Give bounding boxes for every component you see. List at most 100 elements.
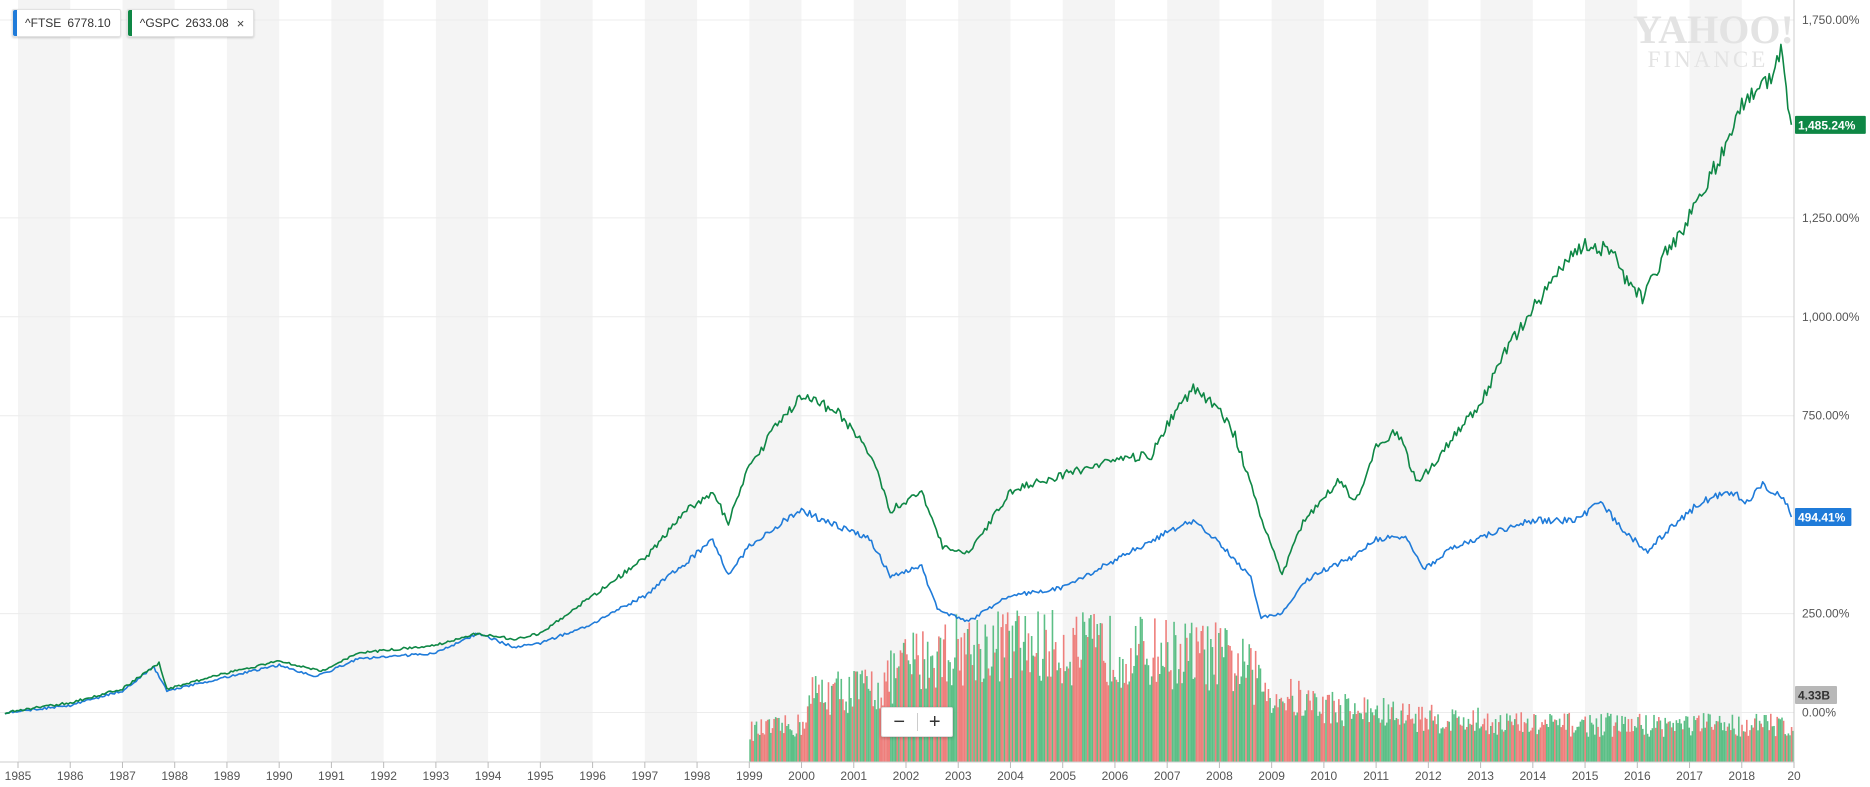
volume-bar — [1528, 731, 1531, 762]
zoom-divider — [916, 713, 918, 731]
legend-item-ftse[interactable]: ^FTSE 6778.10 — [12, 9, 121, 37]
volume-bar — [1616, 715, 1619, 762]
volume-bar — [987, 668, 990, 762]
volume-bar — [1587, 736, 1590, 762]
volume-bar — [1413, 723, 1415, 762]
volume-bar — [1115, 679, 1118, 762]
year-band — [749, 0, 802, 762]
volume-bar — [1027, 633, 1030, 762]
volume-bar — [1144, 664, 1147, 762]
volume-bar — [1733, 728, 1735, 762]
volume-bar — [1346, 699, 1348, 762]
volume-bar — [1790, 727, 1793, 762]
x-tick-label: 2003 — [945, 769, 972, 783]
volume-bar — [869, 690, 871, 762]
volume-bar — [992, 625, 995, 762]
volume-bar — [1453, 714, 1455, 762]
volume-bar — [808, 695, 811, 762]
volume-bar — [1539, 727, 1542, 762]
volume-bar — [1758, 720, 1761, 762]
volume-bar — [1595, 718, 1598, 762]
volume-bar — [1603, 731, 1606, 762]
volume-bar — [1653, 714, 1655, 762]
volume-bar — [1182, 671, 1185, 762]
volume-bar — [1152, 657, 1155, 762]
volume-bar — [1070, 685, 1073, 762]
volume-bar — [1501, 729, 1503, 762]
volume-bar — [816, 693, 819, 762]
volume-bar — [1386, 722, 1388, 762]
volume-bar — [1024, 615, 1027, 762]
volume-bar — [1166, 642, 1169, 762]
volume-bar — [1331, 691, 1334, 762]
volume-bar — [1586, 732, 1588, 762]
volume-bar — [1776, 716, 1779, 762]
watermark-line-1: YAHOO! — [1633, 7, 1794, 52]
x-tick-label: 1993 — [423, 769, 450, 783]
volume-bar — [995, 648, 998, 762]
volume-bar — [1696, 717, 1699, 762]
volume-bar — [1328, 694, 1331, 762]
volume-bar — [1563, 713, 1566, 762]
volume-bar — [1134, 625, 1137, 762]
volume-bar — [955, 614, 958, 762]
volume-bar — [763, 734, 766, 762]
volume-bar — [824, 702, 827, 762]
volume-bar — [1490, 725, 1492, 762]
volume-bar — [1778, 718, 1780, 762]
legend-item-gspc[interactable]: ^GSPC 2633.08 × — [126, 9, 255, 37]
volume-bar — [1080, 659, 1083, 762]
volume-bar — [1483, 718, 1486, 762]
volume-bar — [1494, 719, 1497, 762]
yahoo-finance-watermark: YAHOO! FINANCE — [1633, 7, 1794, 72]
volume-bar — [1635, 727, 1638, 762]
volume-bar — [1514, 719, 1516, 762]
volume-bar — [1398, 724, 1401, 762]
volume-bar — [1138, 643, 1140, 762]
volume-bar — [1458, 716, 1460, 762]
volume-bar — [789, 729, 791, 762]
volume-bar — [1094, 647, 1097, 762]
volume-bars — [749, 610, 1795, 762]
volume-bar — [1739, 736, 1742, 762]
volume-bar — [1061, 683, 1063, 762]
volume-bar — [878, 708, 881, 762]
volume-bar — [1518, 730, 1521, 762]
volume-bar — [1734, 734, 1737, 762]
close-icon[interactable]: × — [236, 15, 245, 31]
volume-bar — [1792, 730, 1795, 762]
volume-bar — [1546, 724, 1548, 762]
volume-bar — [1536, 734, 1539, 762]
volume-bar — [1565, 729, 1567, 762]
volume-bar — [1013, 651, 1015, 762]
zoom-in-button[interactable]: + — [928, 711, 941, 733]
volume-bar — [954, 657, 956, 762]
x-tick-label: 1996 — [579, 769, 606, 783]
zoom-out-button[interactable]: − — [893, 711, 906, 733]
volume-bar — [790, 730, 793, 762]
volume-bar — [1699, 731, 1702, 762]
volume-bar — [1698, 715, 1700, 762]
volume-bar — [1250, 648, 1252, 762]
volume-bar — [1320, 713, 1323, 762]
volume-bar — [1130, 648, 1132, 762]
volume-bar — [912, 632, 915, 762]
volume-bar — [822, 702, 825, 762]
volume-bar — [952, 668, 955, 762]
volume-bar — [765, 721, 767, 762]
volume-bar — [1018, 615, 1020, 762]
volume-bar — [1251, 669, 1254, 762]
volume-bar — [1621, 715, 1623, 762]
volume-bar — [813, 698, 815, 762]
volume-bar — [1272, 708, 1275, 762]
volume-bar — [1574, 730, 1577, 762]
year-band — [1167, 0, 1220, 762]
volume-bar — [1477, 707, 1479, 762]
volume-bar — [1728, 723, 1731, 762]
volume-bar — [1634, 726, 1636, 762]
volume-bar — [1360, 713, 1363, 762]
volume-bar — [1088, 618, 1091, 762]
volume-bar — [1042, 658, 1044, 762]
volume-bar — [1322, 696, 1324, 762]
